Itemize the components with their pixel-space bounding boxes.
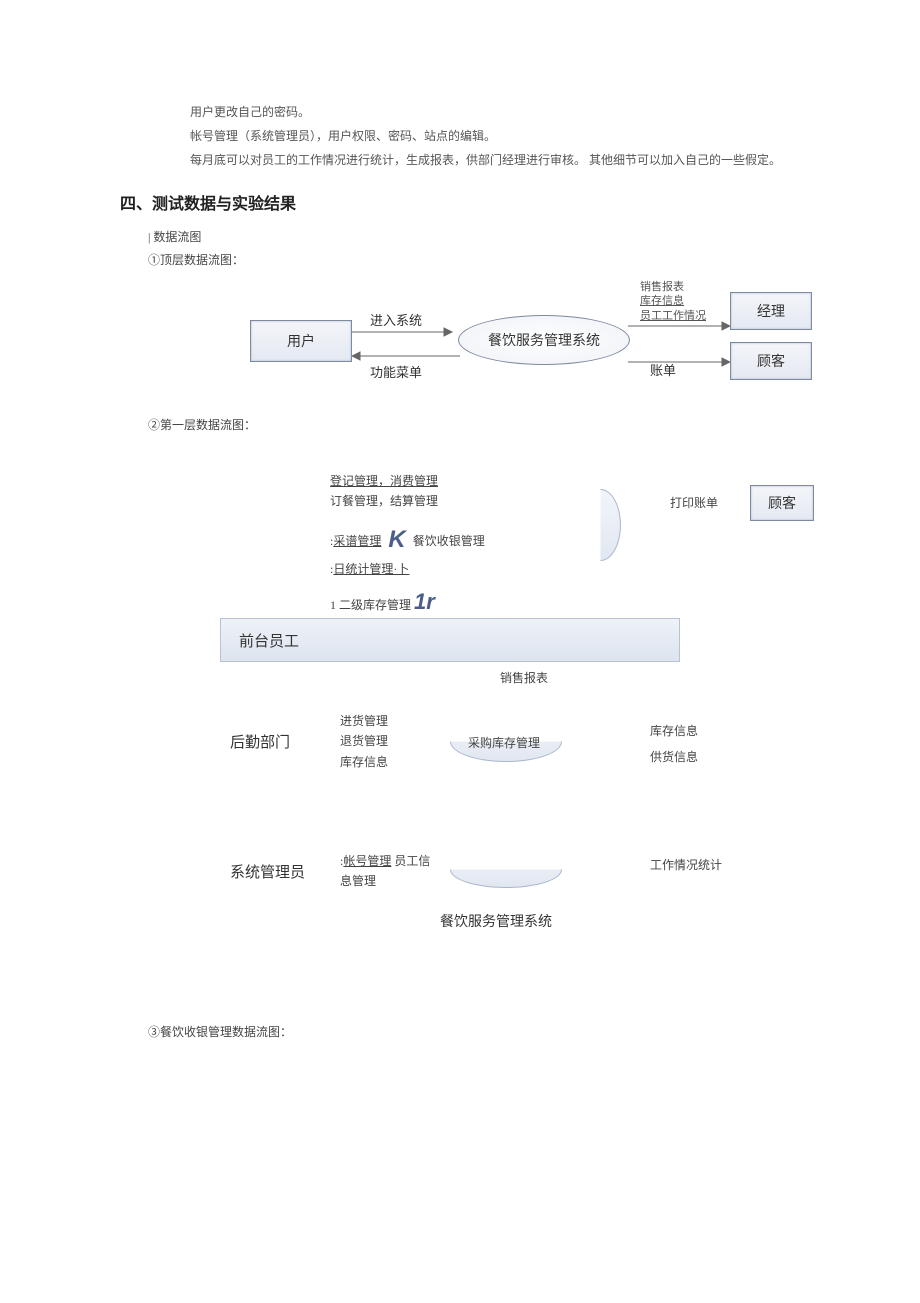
customer-node-2: 顾客 (750, 485, 814, 521)
glyph-k: K (384, 526, 409, 553)
arrow-to-customer-icon (628, 356, 730, 368)
document-page: 用户更改自己的密码。 帐号管理（系统管理员），用户权限、密码、站点的编辑。 每月… (0, 0, 920, 1106)
manager-node: 经理 (730, 292, 812, 330)
inventory-small: 库存信息 (640, 294, 706, 308)
sales-report-small: 销售报表 (640, 280, 706, 294)
block1-line3b: 餐饮收银管理 (413, 534, 485, 548)
dfd-top-label: ①顶层数据流图： (148, 251, 810, 268)
dfd-heading: | 数据流图 (148, 228, 810, 245)
dfd-level1-label: ②第一层数据流图： (148, 416, 810, 433)
sysadmin-actor: 系统管理员 (230, 861, 305, 882)
block1-line4: :日统计管理·卜 (330, 559, 485, 579)
half-ellipse-1 (580, 489, 621, 561)
right-l2: 供货信息 (650, 747, 698, 767)
sysadmin-l1a: 帐号管理 (343, 854, 391, 868)
right-stock-text: 库存信息 供货信息 (650, 721, 698, 768)
right-l1: 库存信息 (650, 721, 698, 741)
manager-node-label: 经理 (757, 301, 785, 321)
sales-report-label: 销售报表 (500, 668, 548, 688)
work-stat-label: 工作情况统计 (650, 855, 722, 875)
customer-node-2-label: 顾客 (768, 493, 796, 513)
block1-line2: 订餐管理，结算管理 (330, 491, 485, 511)
front-staff-bar: 前台员工 (220, 618, 680, 662)
paragraph-3: 每月底可以对员工的工作情况进行统计，生成报表，供部门经理进行审核。 其他细节可以… (190, 148, 810, 172)
block1-line3a: :采谱管理 (330, 534, 381, 548)
dfd-level1-diagram: 登记管理，消费管理 订餐管理，结算管理 :采谱管理 K 餐饮收银管理 :日统计管… (160, 443, 810, 1003)
arrow-menu-icon (352, 350, 460, 362)
paragraph-1: 用户更改自己的密码。 (190, 100, 810, 124)
logistics-l2: 退货管理 (340, 731, 388, 751)
logistics-actor: 后勤部门 (230, 731, 290, 752)
dfd-cash-label: ③餐饮收银管理数据流图： (148, 1023, 810, 1040)
bottom-system-title: 餐饮服务管理系统 (440, 911, 552, 931)
arrow-menu-label: 功能菜单 (370, 362, 422, 381)
sysadmin-text: :帐号管理 员工信 息管理 (340, 851, 430, 892)
front-staff-bar-label: 前台员工 (239, 630, 299, 651)
right-flow-labels: 销售报表 库存信息 员工工作情况 (640, 280, 706, 323)
customer-node-label: 顾客 (757, 351, 785, 371)
sysadmin-l2: 息管理 (340, 871, 430, 891)
section-4-heading: 四、测试数据与实验结果 (120, 190, 810, 214)
system-ellipse-label: 餐饮服务管理系统 (488, 330, 600, 350)
logistics-text: 进货管理 退货管理 库存信息 (340, 711, 388, 772)
block1-line1: 登记管理，消费管理 (330, 474, 438, 488)
user-node: 用户 (250, 320, 352, 362)
sysadmin-l1b: 员工信 (394, 854, 430, 868)
arrow-to-manager-icon (628, 320, 730, 332)
customer-node: 顾客 (730, 342, 812, 380)
logistics-l3: 库存信息 (340, 752, 388, 772)
system-ellipse-node: 餐饮服务管理系统 (458, 315, 630, 365)
block1-text: 登记管理，消费管理 订餐管理，结算管理 :采谱管理 K 餐饮收银管理 :日统计管… (330, 471, 485, 620)
paragraph-2: 帐号管理（系统管理员），用户权限、密码、站点的编辑。 (190, 124, 810, 148)
logistics-l1: 进货管理 (340, 711, 388, 731)
purchase-ellipse-label: 采购库存管理 (468, 733, 540, 753)
sysadmin-half-ellipse (450, 851, 562, 888)
arrow-enter-icon (352, 326, 460, 338)
user-node-label: 用户 (287, 331, 315, 351)
block1-line5-pre: 1 二级库存管理 (330, 598, 411, 612)
glyph-1r: 1r (414, 589, 435, 614)
dfd-top-diagram: 用户 进入系统 功能菜单 餐饮服务管理系统 销售报表 库存信息 员工工作情况 账… (160, 280, 810, 410)
print-bill-label: 打印账单 (670, 493, 718, 513)
